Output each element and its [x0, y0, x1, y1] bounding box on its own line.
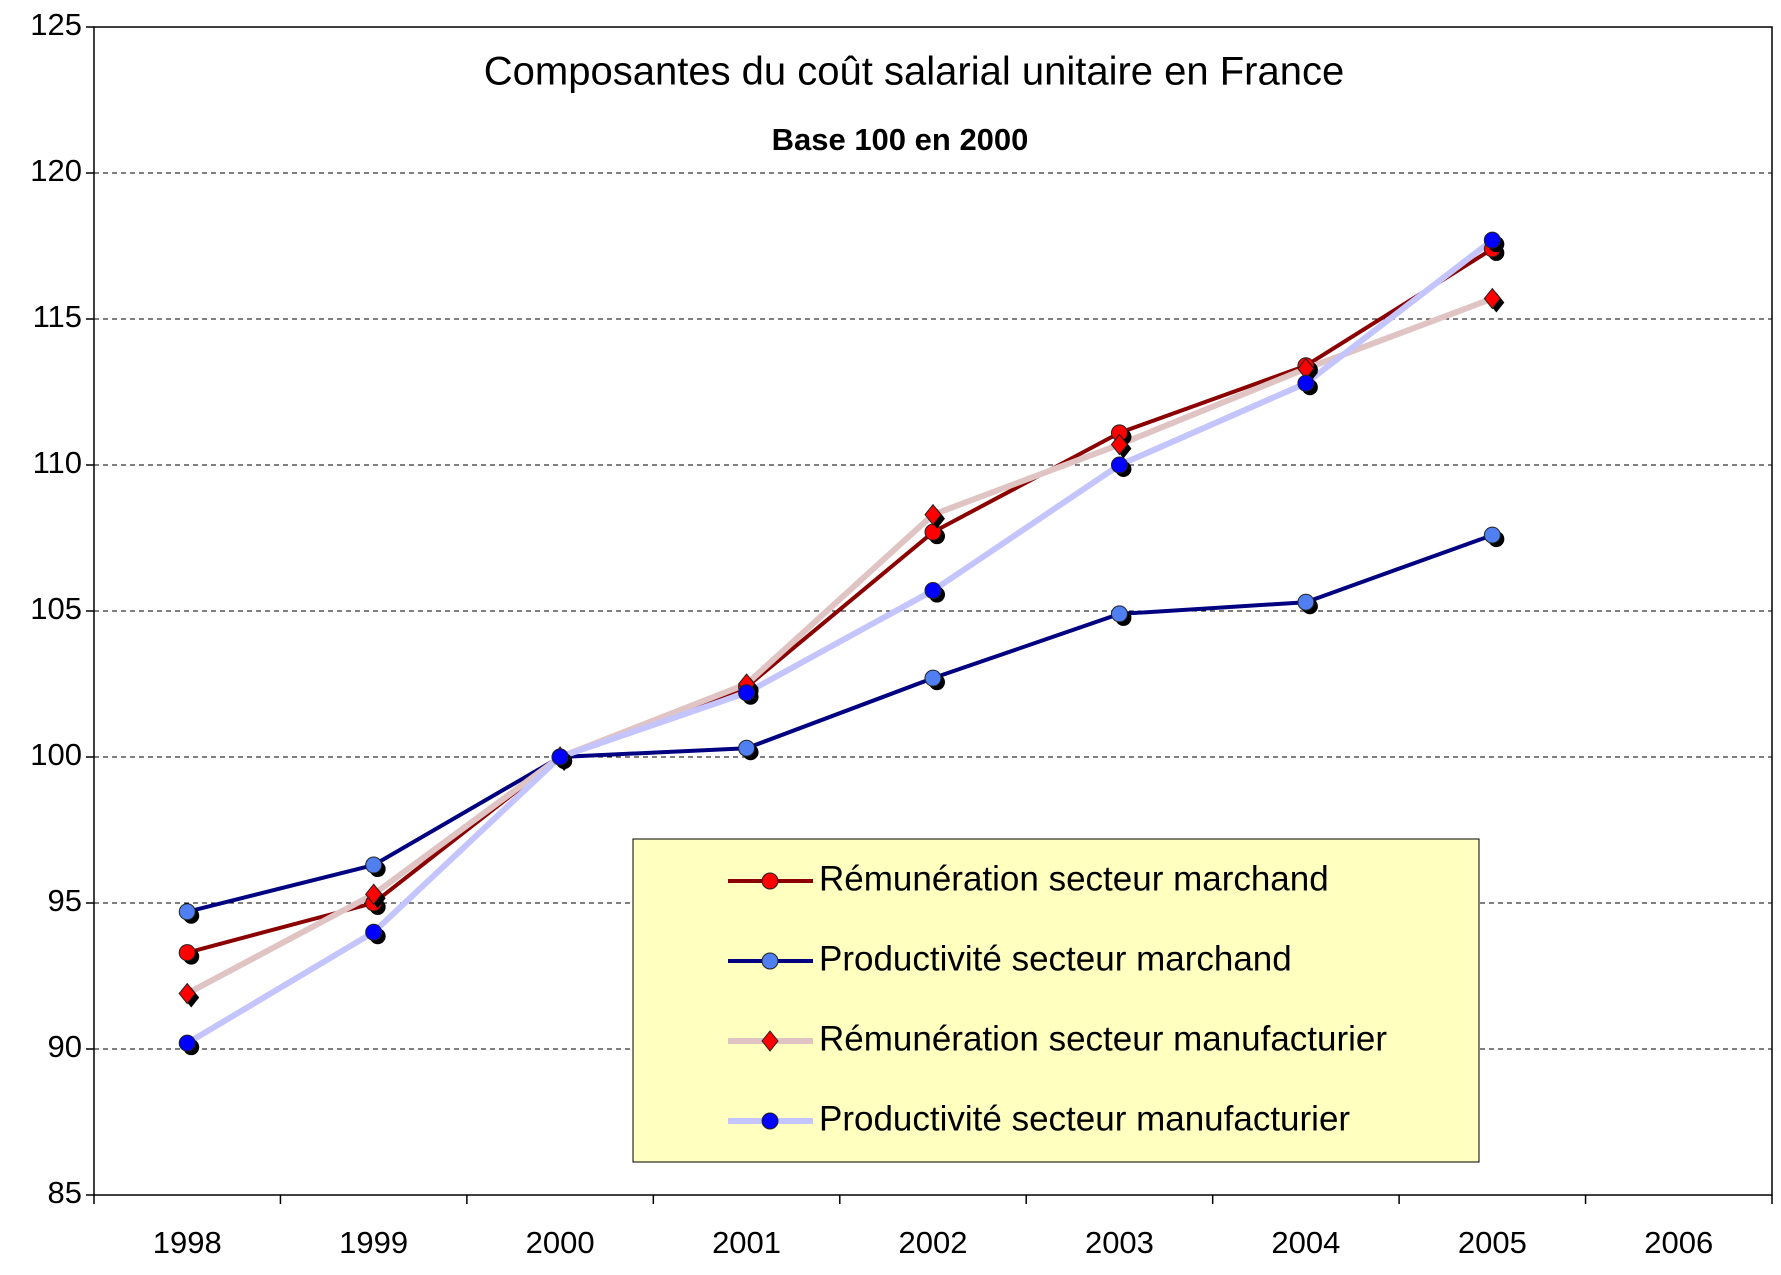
legend-marker: [761, 1030, 779, 1052]
series-line: [185, 237, 1495, 1046]
x-tick-label: 2002: [899, 1225, 968, 1260]
marker: [178, 982, 196, 1005]
marker: [1110, 605, 1128, 623]
y-tick-label: 105: [30, 591, 82, 626]
x-tick-label: 1998: [153, 1225, 222, 1260]
series-line: [186, 247, 1494, 955]
marker: [738, 739, 756, 757]
legend-label: Rémunération secteur marchand: [819, 859, 1329, 898]
x-tick-label: 2001: [712, 1225, 781, 1260]
marker: [178, 944, 196, 962]
marker: [1110, 456, 1128, 474]
x-tick-label: 2006: [1644, 1225, 1713, 1260]
x-tick-label: 2005: [1458, 1225, 1527, 1260]
legend-marker: [761, 872, 779, 890]
y-tick-label: 85: [48, 1175, 82, 1210]
marker: [924, 582, 942, 600]
legend-marker: [761, 952, 779, 970]
legend-label: Productivité secteur marchand: [819, 939, 1292, 978]
series-line: [185, 295, 1494, 997]
marker: [1483, 231, 1501, 249]
x-tick-label: 1999: [339, 1225, 408, 1260]
marker: [551, 748, 569, 766]
marker: [365, 856, 383, 874]
marker: [924, 503, 942, 526]
x-tick-label: 2004: [1271, 1225, 1340, 1260]
marker: [738, 684, 756, 702]
chart-title: Composantes du coût salarial unitaire en…: [484, 50, 1344, 94]
legend-label: Productivité secteur manufacturier: [819, 1099, 1350, 1138]
y-tick-label: 120: [30, 153, 82, 188]
y-tick-label: 100: [30, 737, 82, 772]
y-tick-label: 110: [33, 445, 82, 480]
x-tick-label: 2003: [1085, 1225, 1154, 1260]
marker: [178, 1034, 196, 1052]
y-tick-label: 90: [48, 1029, 82, 1064]
legend-box: [632, 838, 1480, 1163]
marker: [1297, 593, 1315, 611]
marker: [178, 903, 196, 921]
marker: [1483, 287, 1501, 310]
series-line: [186, 533, 1494, 914]
chart-subtitle: Base 100 en 2000: [772, 122, 1029, 157]
legend-label: Rémunération secteur manufacturier: [819, 1019, 1387, 1058]
marker: [1110, 433, 1129, 456]
marker: [1297, 374, 1315, 392]
marker: [1483, 526, 1501, 544]
y-tick-label: 125: [30, 7, 82, 42]
marker: [365, 883, 383, 906]
plot-frame: [93, 26, 1773, 1196]
y-tick-label: 95: [48, 883, 82, 918]
x-tick-label: 2000: [526, 1225, 595, 1260]
y-tick-label: 115: [33, 299, 82, 334]
legend-marker: [761, 1112, 779, 1130]
marker: [924, 669, 942, 687]
marker: [365, 923, 383, 941]
